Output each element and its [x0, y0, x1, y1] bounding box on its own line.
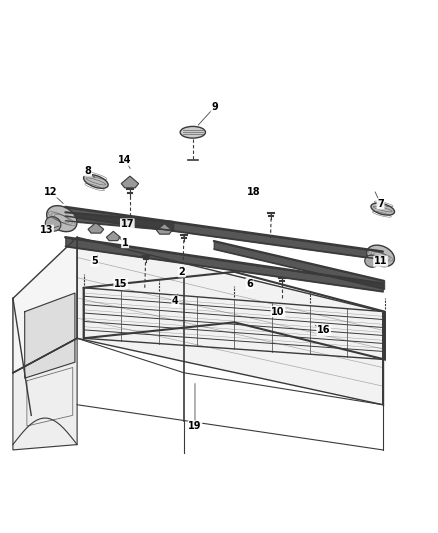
Text: 8: 8: [85, 166, 92, 176]
Text: 14: 14: [118, 155, 132, 165]
Text: 13: 13: [40, 225, 53, 236]
Text: 1: 1: [122, 238, 128, 247]
Polygon shape: [88, 223, 104, 233]
Text: 18: 18: [247, 187, 261, 197]
Ellipse shape: [47, 206, 77, 232]
Ellipse shape: [84, 174, 108, 188]
Polygon shape: [77, 237, 383, 405]
Polygon shape: [13, 237, 77, 373]
Text: 16: 16: [317, 325, 331, 335]
Text: 4: 4: [172, 296, 179, 306]
Ellipse shape: [180, 126, 205, 138]
Ellipse shape: [367, 245, 395, 266]
Text: 6: 6: [246, 279, 253, 288]
Polygon shape: [121, 176, 139, 188]
Ellipse shape: [365, 255, 379, 267]
Text: 15: 15: [114, 279, 127, 288]
Text: 10: 10: [271, 306, 285, 317]
Text: 7: 7: [377, 199, 384, 209]
Text: 9: 9: [211, 102, 218, 112]
Ellipse shape: [45, 217, 61, 231]
Text: 19: 19: [188, 421, 202, 431]
Text: 17: 17: [120, 219, 134, 229]
Text: 12: 12: [44, 187, 58, 197]
Polygon shape: [25, 293, 75, 378]
Polygon shape: [156, 224, 172, 234]
Polygon shape: [106, 231, 120, 241]
Text: 2: 2: [179, 267, 185, 277]
Ellipse shape: [371, 203, 395, 215]
Text: 5: 5: [91, 256, 98, 266]
Polygon shape: [13, 338, 77, 450]
Text: 11: 11: [374, 256, 387, 266]
